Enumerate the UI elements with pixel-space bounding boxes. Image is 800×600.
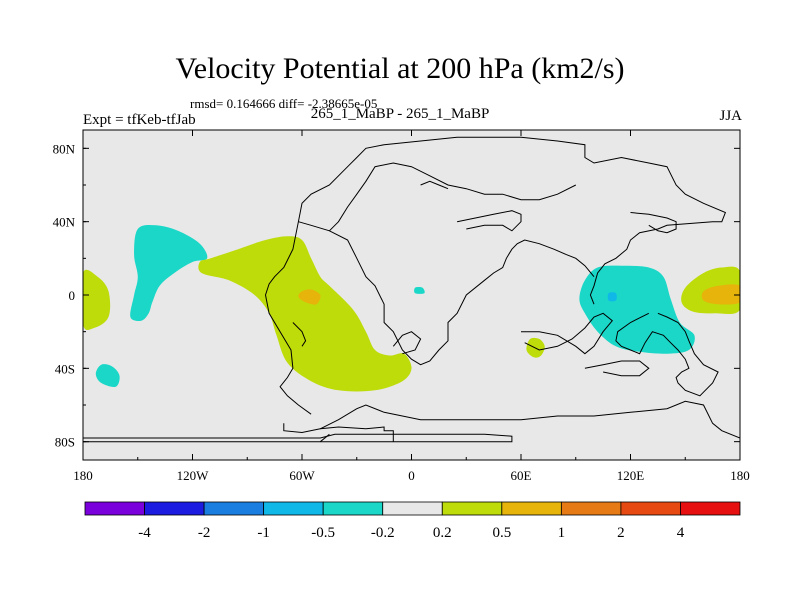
coastlines	[83, 136, 740, 443]
coastline-segment	[630, 212, 677, 234]
colorbar-swatch	[382, 501, 443, 516]
subtitle-label: 265_1_MaBP - 265_1_MaBP	[310, 106, 490, 122]
y-tick-label: 40S	[55, 361, 75, 376]
colorbar-label: -2	[198, 525, 211, 541]
colorbar-label: 0.2	[433, 525, 452, 541]
colorbar-label: 4	[677, 525, 685, 541]
colorbar-swatch	[501, 501, 562, 516]
x-tick-label: 120W	[177, 468, 210, 483]
colorbar: -4 -2 -1 -0.5 -0.2 0.2 0.5 1 2 4	[84, 501, 741, 541]
y-tick-label: 0	[69, 288, 76, 303]
coastline-segment	[615, 312, 719, 397]
colorbar-swatch	[680, 501, 741, 516]
coastline-segment	[329, 162, 577, 232]
contour-region	[579, 265, 695, 354]
map-axes: 180 120W 60W 0 60E 120E 180 80N 40N 0 40S 80S	[53, 129, 750, 483]
coastline-segment	[283, 423, 394, 442]
x-tick-label: 60E	[511, 468, 532, 483]
coastline-segment	[584, 360, 650, 377]
x-tick-label: 0	[408, 468, 415, 483]
colorbar-swatch	[203, 501, 265, 516]
contour-region	[607, 292, 617, 302]
contour-regions	[83, 225, 740, 392]
coastline-segment	[420, 180, 449, 190]
x-tick-label: 180	[73, 468, 93, 483]
y-tick-label: 40N	[53, 215, 76, 230]
experiment-label: Expt = tfKeb-tfJab	[83, 112, 196, 128]
coastline-segment	[457, 210, 522, 232]
contour-region	[198, 236, 412, 392]
contour-region	[130, 225, 208, 321]
coastline-layer	[83, 136, 740, 443]
coastline-segment	[521, 312, 614, 355]
map-plot-area	[83, 130, 740, 460]
coastline-segment	[264, 136, 727, 415]
coastline-segment	[298, 221, 595, 366]
colorbar-label: 1	[558, 525, 566, 541]
y-tick-label: 80N	[53, 141, 76, 156]
contour-region	[298, 289, 321, 305]
contour-region	[95, 364, 120, 387]
contour-region	[83, 269, 111, 331]
colorbar-swatch	[84, 501, 145, 516]
coastline-segment	[83, 433, 513, 443]
x-tick-label: 60W	[289, 468, 315, 483]
coastline-segment	[292, 322, 307, 347]
stats-text: rmsd= 0.164666 diff= -2.38665e-05	[190, 96, 378, 111]
colorbar-swatch	[322, 501, 384, 516]
coastline-segment	[392, 331, 422, 355]
season-label: JJA	[719, 108, 742, 124]
x-tick-label: 180	[730, 468, 750, 483]
colorbar-label: 2	[617, 525, 625, 541]
colorbar-label: -4	[138, 525, 151, 541]
contour-region	[701, 284, 740, 305]
chart-title: Velocity Potential at 200 hPa (km2/s)	[175, 52, 625, 85]
contour-region	[414, 287, 425, 294]
coastline-segment	[319, 433, 330, 443]
colorbar-label: -0.5	[311, 525, 335, 541]
colorbar-swatch	[263, 501, 324, 516]
colorbar-swatch	[560, 501, 622, 516]
x-tick-label: 120E	[617, 468, 645, 483]
colorbar-swatch	[441, 501, 503, 516]
coastline-segment	[320, 400, 740, 439]
colorbar-label: 0.5	[492, 525, 511, 541]
colorbar-label: -1	[257, 525, 270, 541]
colorbar-label: -0.2	[371, 525, 395, 541]
colorbar-swatch	[620, 501, 681, 516]
colorbar-swatch	[144, 501, 205, 516]
y-tick-label: 80S	[55, 435, 75, 450]
